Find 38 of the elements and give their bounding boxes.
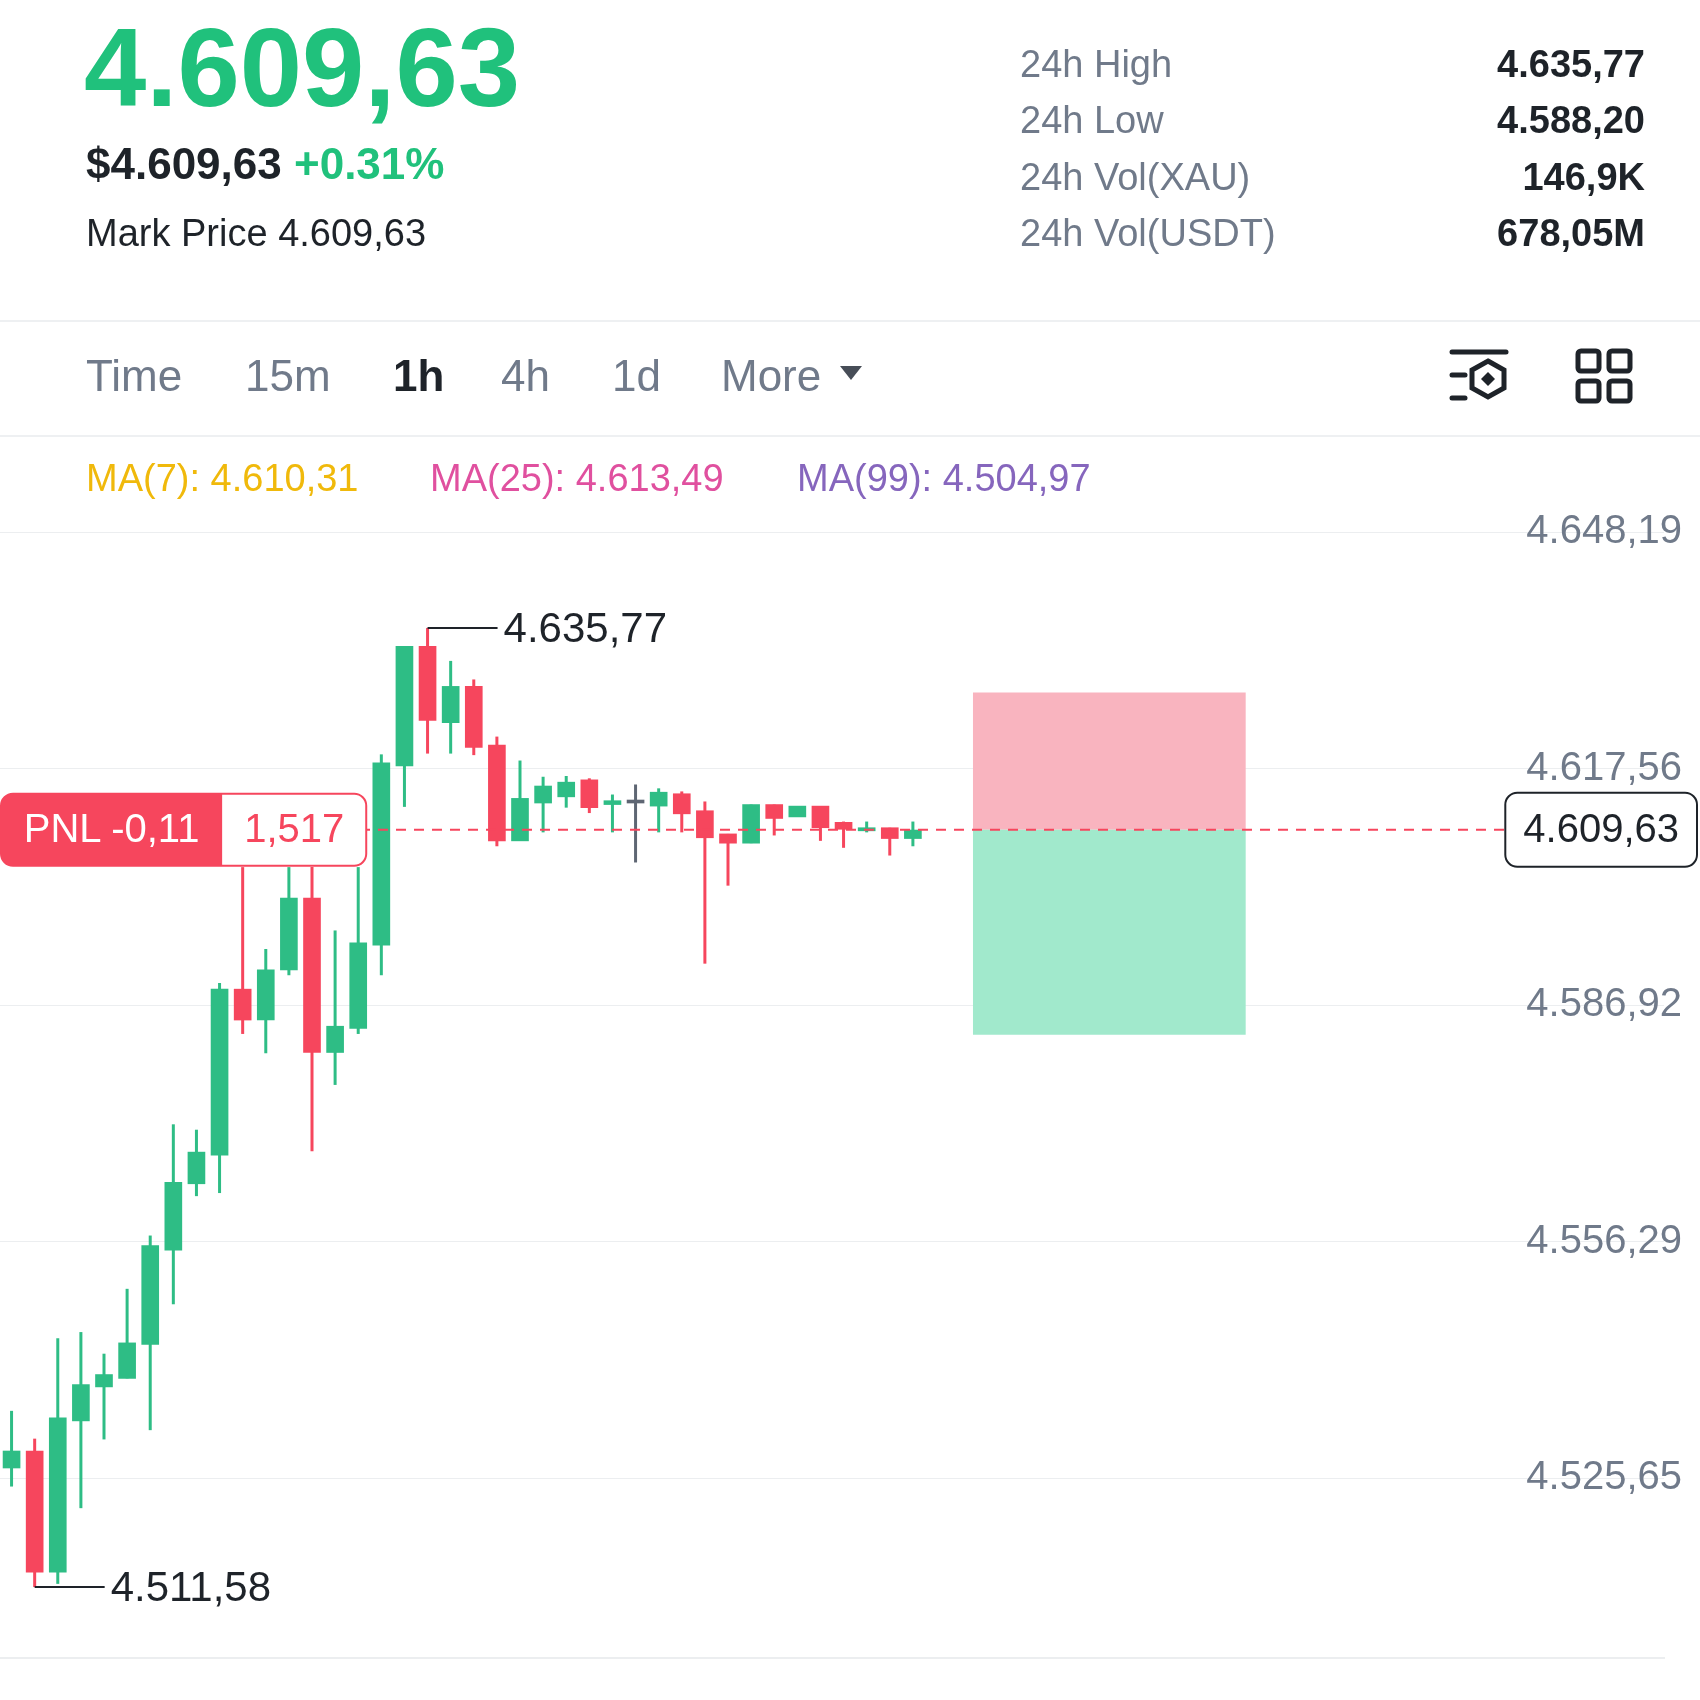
- text: More: [721, 351, 822, 400]
- candlestick: [603, 794, 622, 833]
- text: 24h Vol(XAU): [1020, 156, 1251, 198]
- y-tick-label: 4.648,19: [1526, 507, 1682, 552]
- candlestick: [95, 1353, 113, 1440]
- candlestick: [904, 821, 922, 847]
- chart-title: 4.609,63: [84, 5, 520, 130]
- annotation: PNL -0,11: [23, 805, 200, 850]
- text: 1h: [393, 351, 445, 400]
- text: 146,9K: [1522, 156, 1645, 198]
- ref-line-label: 4.609,63: [1523, 805, 1679, 850]
- candlestick: [2, 1409, 21, 1487]
- text: 4.588,20: [1497, 99, 1645, 141]
- text: 4.635,77: [1497, 43, 1645, 85]
- text: 24h Vol(USDT): [1020, 212, 1276, 254]
- candlestick: [649, 788, 668, 833]
- chart-subtitle: $4.609,63 +0.31%: [86, 139, 445, 188]
- text: Time: [86, 351, 183, 400]
- y-tick-label: 4.617,56: [1526, 743, 1682, 788]
- candlestick: [557, 775, 576, 808]
- text: 1d: [612, 351, 661, 400]
- text: 4h: [501, 351, 550, 400]
- text: Mark Price 4.609,63: [86, 212, 427, 254]
- text: 24h Low: [1020, 99, 1164, 141]
- text: 678,05M: [1497, 212, 1645, 254]
- text: MA(99): 4.504,97: [797, 457, 1091, 499]
- y-tick-label: 4.525,65: [1526, 1453, 1682, 1498]
- text: MA(7): 4.610,31: [86, 457, 359, 499]
- annotation: 4.635,77: [503, 603, 668, 651]
- y-tick-label: 4.556,29: [1526, 1216, 1682, 1261]
- text: 15m: [245, 351, 331, 400]
- text: MA(25): 4.613,49: [430, 457, 724, 499]
- y-tick-label: 4.586,92: [1526, 980, 1682, 1025]
- annotation: 1,517: [244, 805, 345, 850]
- text: 24h High: [1020, 43, 1173, 85]
- candlestick: [534, 775, 552, 833]
- annotation: 4.511,58: [110, 1562, 272, 1610]
- candlestick: [719, 832, 737, 886]
